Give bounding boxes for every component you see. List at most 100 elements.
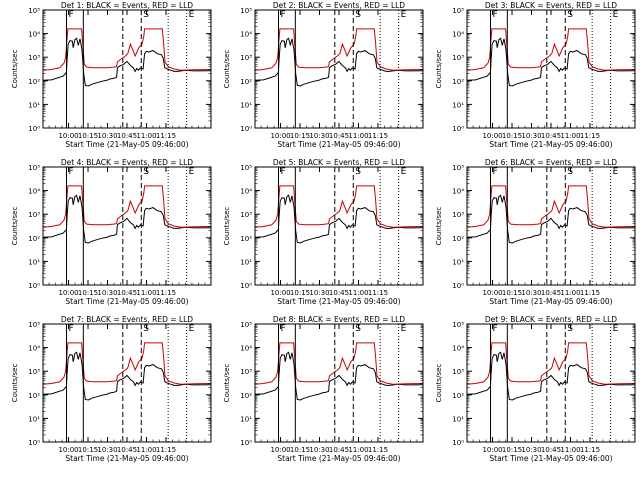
marker-label: E bbox=[189, 10, 195, 20]
marker-label: F bbox=[281, 167, 286, 177]
y-tick-label: 10⁵ bbox=[28, 321, 40, 329]
x-tick-label: 10:30 bbox=[97, 132, 117, 140]
events-line bbox=[254, 351, 424, 401]
x-tick-label: 11:15 bbox=[156, 446, 176, 454]
x-tick-label: 10:45 bbox=[541, 132, 561, 140]
y-axis-label: Counts/sec bbox=[435, 50, 443, 89]
events-line bbox=[254, 37, 424, 87]
x-tick-label: 11:15 bbox=[368, 132, 388, 140]
x-tick-label: 11:00 bbox=[560, 289, 580, 297]
y-tick-label: 10⁵ bbox=[452, 164, 464, 172]
y-tick-label: 10² bbox=[28, 392, 40, 400]
marker-label: F bbox=[493, 324, 498, 334]
x-tick-label: 10:00 bbox=[482, 289, 502, 297]
panel-det-2: FSE10⁰10¹10²10³10⁴10⁵10:0010:1510:3010:4… bbox=[223, 1, 424, 149]
x-tick-label: 10:15 bbox=[502, 132, 522, 140]
panel-title: Det 7: BLACK = Events, RED = LLD bbox=[61, 315, 193, 324]
x-tick-label: 11:00 bbox=[560, 446, 580, 454]
y-tick-label: 10³ bbox=[452, 54, 464, 62]
y-axis-label: Counts/sec bbox=[223, 364, 231, 403]
y-tick-label: 10² bbox=[240, 78, 252, 86]
x-tick-label: 11:00 bbox=[348, 289, 368, 297]
y-tick-label: 10⁴ bbox=[240, 31, 252, 39]
panel-title: Det 3: BLACK = Events, RED = LLD bbox=[485, 1, 617, 10]
marker-label: F bbox=[493, 167, 498, 177]
marker-label: F bbox=[493, 10, 498, 20]
lld-line bbox=[254, 28, 424, 71]
y-axis-label: Counts/sec bbox=[435, 364, 443, 403]
x-tick-label: 10:15 bbox=[78, 289, 98, 297]
y-axis-label: Counts/sec bbox=[11, 207, 19, 246]
y-tick-label: 10¹ bbox=[28, 258, 40, 266]
panel-title: Det 5: BLACK = Events, RED = LLD bbox=[273, 158, 405, 167]
marker-label: F bbox=[69, 10, 74, 20]
y-axis-label: Counts/sec bbox=[223, 207, 231, 246]
x-tick-label: 10:30 bbox=[309, 132, 329, 140]
y-tick-label: 10³ bbox=[28, 54, 40, 62]
y-tick-label: 10⁰ bbox=[240, 125, 252, 133]
x-tick-label: 11:00 bbox=[348, 446, 368, 454]
lld-line bbox=[42, 28, 212, 71]
x-axis-label: Start Time (21-May-05 09:46:00) bbox=[489, 297, 612, 306]
y-tick-label: 10⁵ bbox=[240, 7, 252, 15]
x-tick-label: 10:45 bbox=[329, 446, 349, 454]
x-tick-label: 10:45 bbox=[541, 289, 561, 297]
y-tick-label: 10⁵ bbox=[28, 164, 40, 172]
y-tick-label: 10⁴ bbox=[28, 188, 40, 196]
lld-line bbox=[254, 342, 424, 385]
y-tick-label: 10² bbox=[240, 235, 252, 243]
panel-title: Det 4: BLACK = Events, RED = LLD bbox=[61, 158, 193, 167]
x-tick-label: 10:45 bbox=[117, 446, 137, 454]
events-line bbox=[254, 194, 424, 244]
y-tick-label: 10³ bbox=[452, 211, 464, 219]
y-tick-label: 10⁴ bbox=[452, 345, 464, 353]
y-tick-label: 10⁴ bbox=[240, 345, 252, 353]
y-tick-label: 10⁰ bbox=[28, 439, 40, 447]
x-tick-label: 11:00 bbox=[560, 132, 580, 140]
y-tick-label: 10² bbox=[452, 392, 464, 400]
x-tick-label: 10:30 bbox=[521, 289, 541, 297]
plot-frame bbox=[466, 323, 636, 443]
panel-title: Det 2: BLACK = Events, RED = LLD bbox=[273, 1, 405, 10]
marker-label: E bbox=[613, 167, 619, 177]
plot-frame bbox=[254, 323, 424, 443]
y-tick-label: 10³ bbox=[28, 368, 40, 376]
x-tick-label: 10:45 bbox=[117, 132, 137, 140]
x-tick-label: 10:30 bbox=[521, 446, 541, 454]
y-tick-label: 10¹ bbox=[452, 258, 464, 266]
lld-line bbox=[466, 28, 636, 71]
panel-title: Det 8: BLACK = Events, RED = LLD bbox=[273, 315, 405, 324]
marker-label: F bbox=[69, 167, 74, 177]
y-tick-label: 10⁰ bbox=[452, 125, 464, 133]
x-tick-label: 11:15 bbox=[580, 289, 600, 297]
events-line bbox=[42, 351, 212, 401]
panel-det-1: FSE10⁰10¹10²10³10⁴10⁵10:0010:1510:3010:4… bbox=[11, 1, 212, 149]
plot-frame bbox=[42, 323, 212, 443]
panel-det-7: FSE10⁰10¹10²10³10⁴10⁵10:0010:1510:3010:4… bbox=[11, 315, 212, 463]
y-tick-label: 10⁰ bbox=[452, 439, 464, 447]
y-tick-label: 10⁰ bbox=[240, 282, 252, 290]
x-tick-label: 10:00 bbox=[270, 289, 290, 297]
y-tick-label: 10² bbox=[28, 78, 40, 86]
x-tick-label: 11:00 bbox=[136, 132, 156, 140]
y-tick-label: 10² bbox=[240, 392, 252, 400]
y-tick-label: 10¹ bbox=[240, 258, 252, 266]
lld-line bbox=[466, 342, 636, 385]
marker-label: F bbox=[281, 10, 286, 20]
x-tick-label: 10:00 bbox=[482, 132, 502, 140]
x-tick-label: 10:00 bbox=[58, 446, 78, 454]
x-tick-label: 10:45 bbox=[329, 132, 349, 140]
marker-label: E bbox=[613, 324, 619, 334]
events-line bbox=[42, 194, 212, 244]
x-tick-label: 11:00 bbox=[136, 446, 156, 454]
x-tick-label: 11:15 bbox=[156, 289, 176, 297]
y-tick-label: 10⁵ bbox=[240, 321, 252, 329]
plot-frame bbox=[254, 166, 424, 286]
panel-title: Det 1: BLACK = Events, RED = LLD bbox=[61, 1, 193, 10]
x-tick-label: 10:15 bbox=[290, 132, 310, 140]
x-tick-label: 11:00 bbox=[136, 289, 156, 297]
y-tick-label: 10¹ bbox=[240, 415, 252, 423]
x-tick-label: 10:00 bbox=[270, 132, 290, 140]
y-axis-label: Counts/sec bbox=[435, 207, 443, 246]
x-tick-label: 10:30 bbox=[309, 289, 329, 297]
